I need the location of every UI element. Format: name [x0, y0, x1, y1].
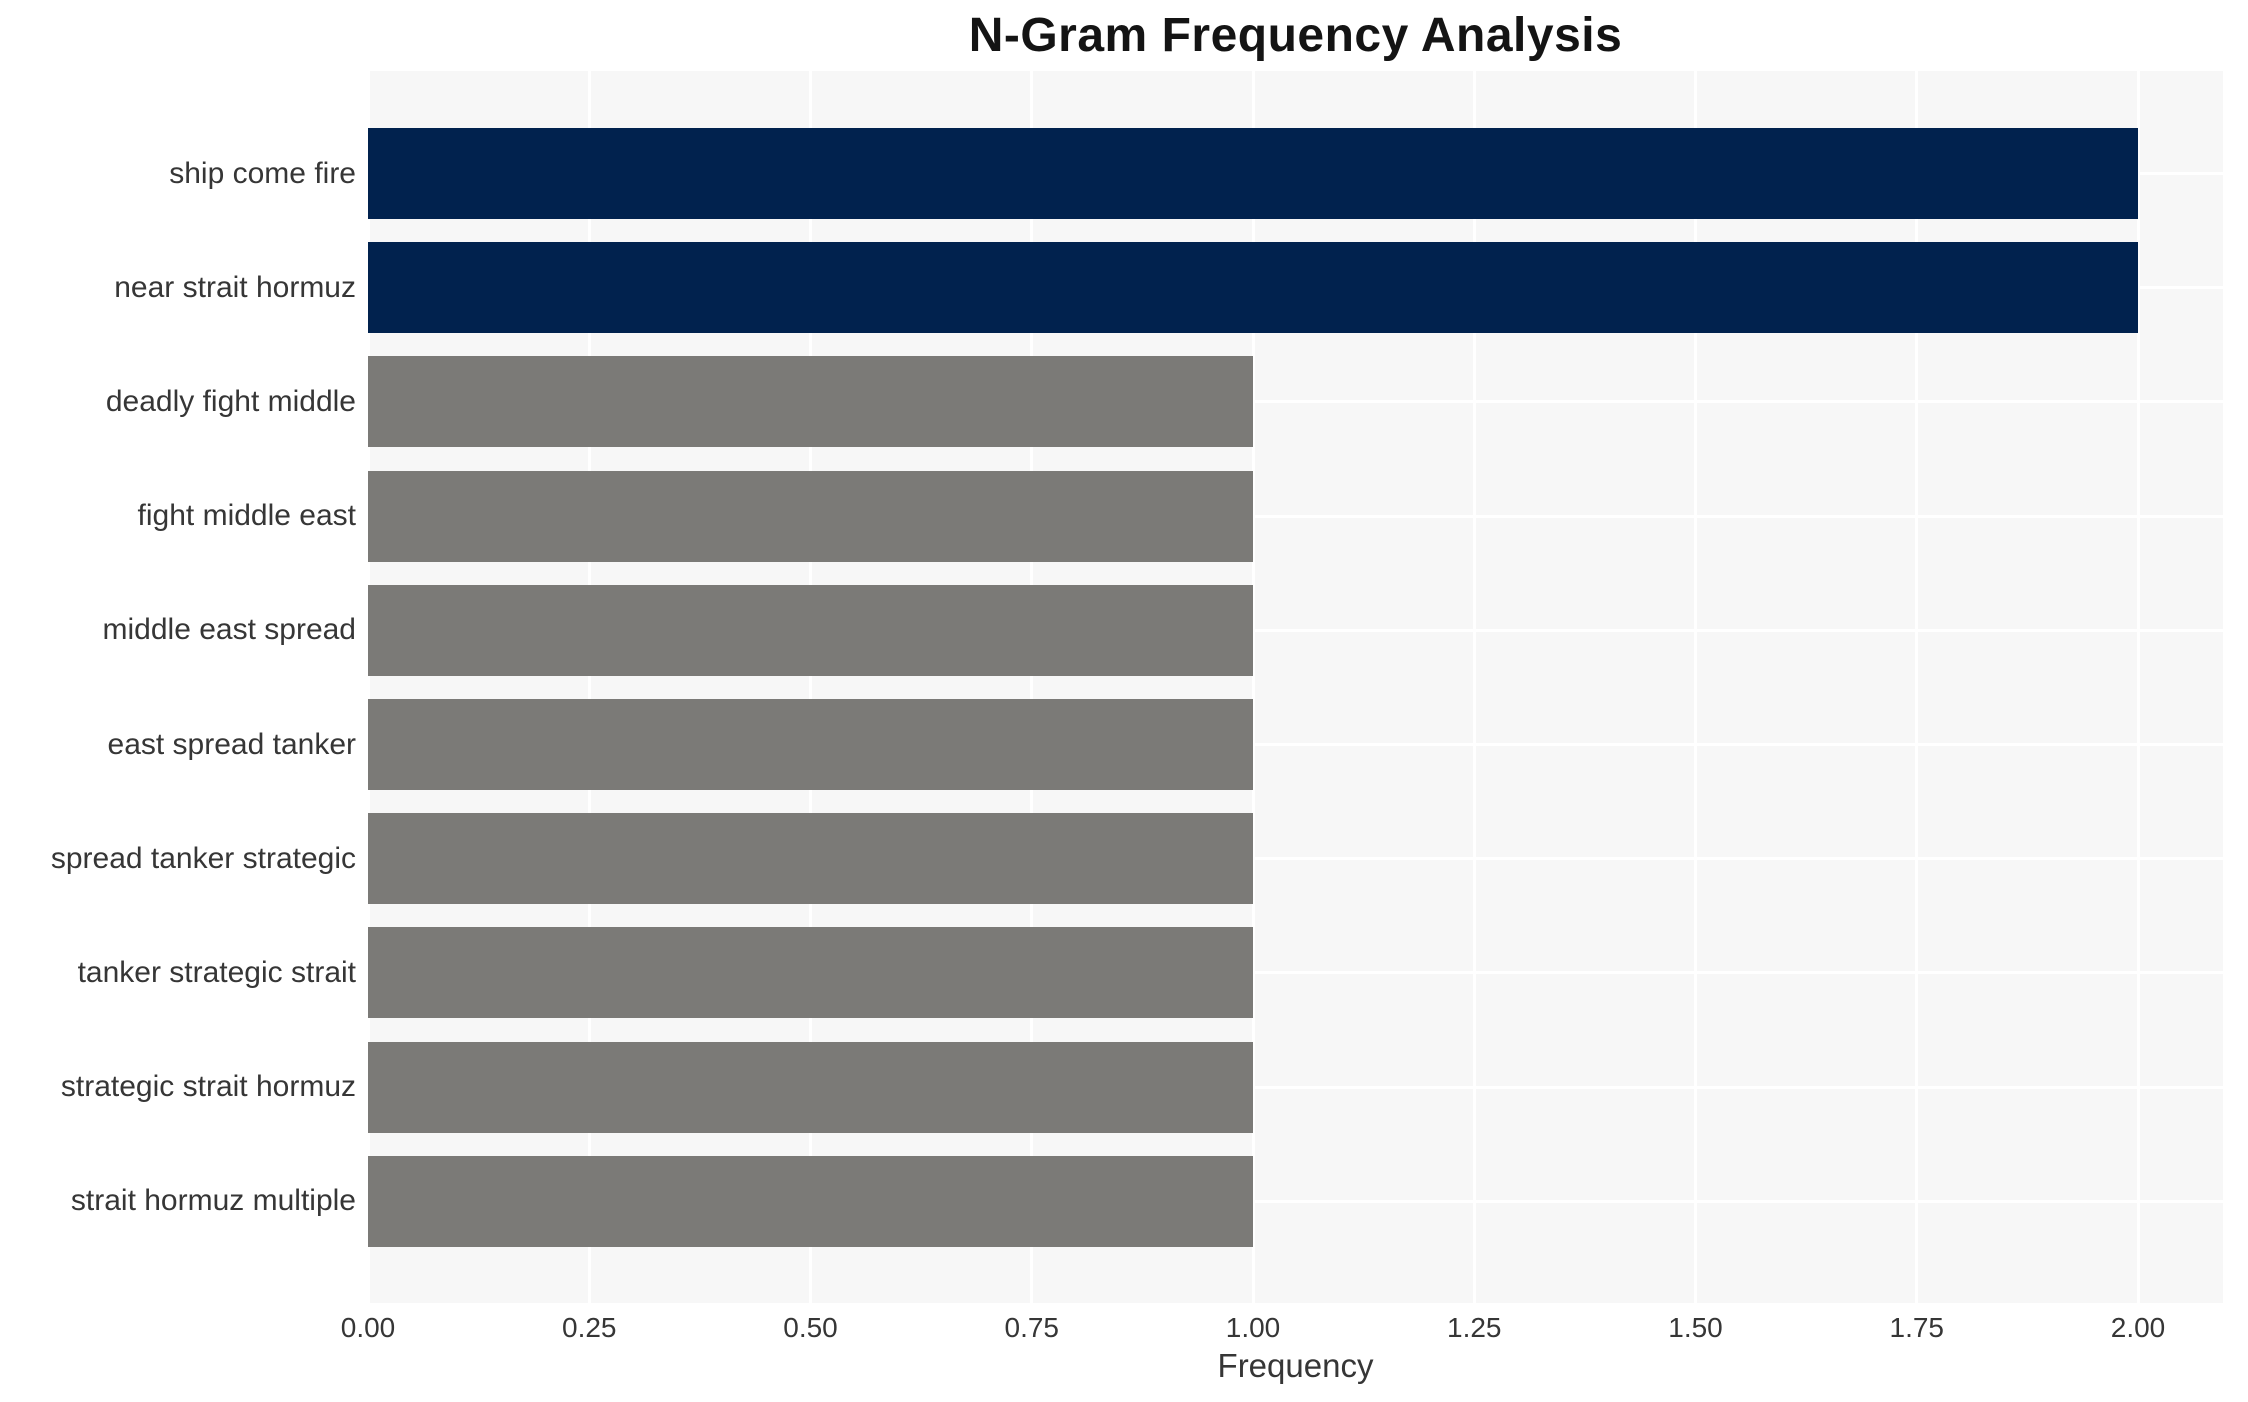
category-label: spread tanker strategic	[50, 841, 356, 875]
category-label: ship come fire	[169, 156, 356, 190]
x-tick-label: 0.25	[562, 1312, 617, 1343]
bar	[368, 813, 1253, 905]
bar	[368, 584, 1253, 676]
y-gridline	[368, 628, 2223, 632]
x-axis-title: Frequency	[1217, 1347, 1374, 1384]
bar	[368, 927, 1253, 1019]
bar	[368, 470, 1253, 562]
x-gridline	[1915, 71, 1919, 1303]
category-label: fight middle east	[137, 499, 356, 533]
plot-area	[366, 71, 2223, 1303]
chart-title: N-Gram Frequency Analysis	[968, 9, 1623, 62]
x-tick-label: 0.00	[340, 1312, 396, 1343]
bar	[368, 1041, 1253, 1133]
bar	[368, 242, 2138, 334]
y-gridline	[368, 1085, 2223, 1089]
x-tick-label: 1.50	[1668, 1312, 1723, 1343]
category-label: tanker strategic strait	[77, 955, 356, 989]
x-tick-label: 2.00	[2110, 1312, 2166, 1343]
y-gridline	[368, 400, 2223, 404]
category-label: east spread tanker	[107, 727, 356, 761]
category-label: strategic strait hormuz	[60, 1070, 356, 1104]
bar	[368, 356, 1253, 448]
bar	[368, 1155, 1253, 1247]
bar	[368, 699, 1253, 790]
x-tick-label: 0.75	[1004, 1312, 1060, 1343]
y-gridline	[368, 1199, 2223, 1203]
x-gridline	[1030, 71, 1034, 1303]
x-gridline	[1251, 71, 1255, 1303]
x-gridline	[1694, 71, 1697, 1303]
x-gridline	[1472, 71, 1476, 1303]
x-gridline	[587, 71, 591, 1303]
bar	[368, 128, 2138, 219]
category-label: strait hormuz multiple	[70, 1184, 356, 1218]
x-tick-label: 1.75	[1889, 1312, 1945, 1343]
x-tick-label: 1.00	[1225, 1312, 1281, 1343]
x-gridline	[809, 71, 812, 1303]
x-tick-label: 1.25	[1447, 1312, 1502, 1343]
category-label: deadly fight middle	[105, 384, 356, 418]
y-gridline	[368, 971, 2223, 975]
y-gridline	[368, 857, 2223, 861]
x-gridline	[366, 71, 370, 1303]
category-label: near strait hormuz	[114, 270, 356, 304]
x-gridline	[2136, 71, 2140, 1303]
y-gridline	[368, 743, 2223, 746]
y-axis-labels: ship come fire near strait hormuz deadly f…	[0, 71, 356, 1303]
x-tick-label: 0.50	[783, 1312, 838, 1343]
category-label: middle east spread	[102, 613, 356, 647]
y-gridline	[368, 514, 2223, 518]
